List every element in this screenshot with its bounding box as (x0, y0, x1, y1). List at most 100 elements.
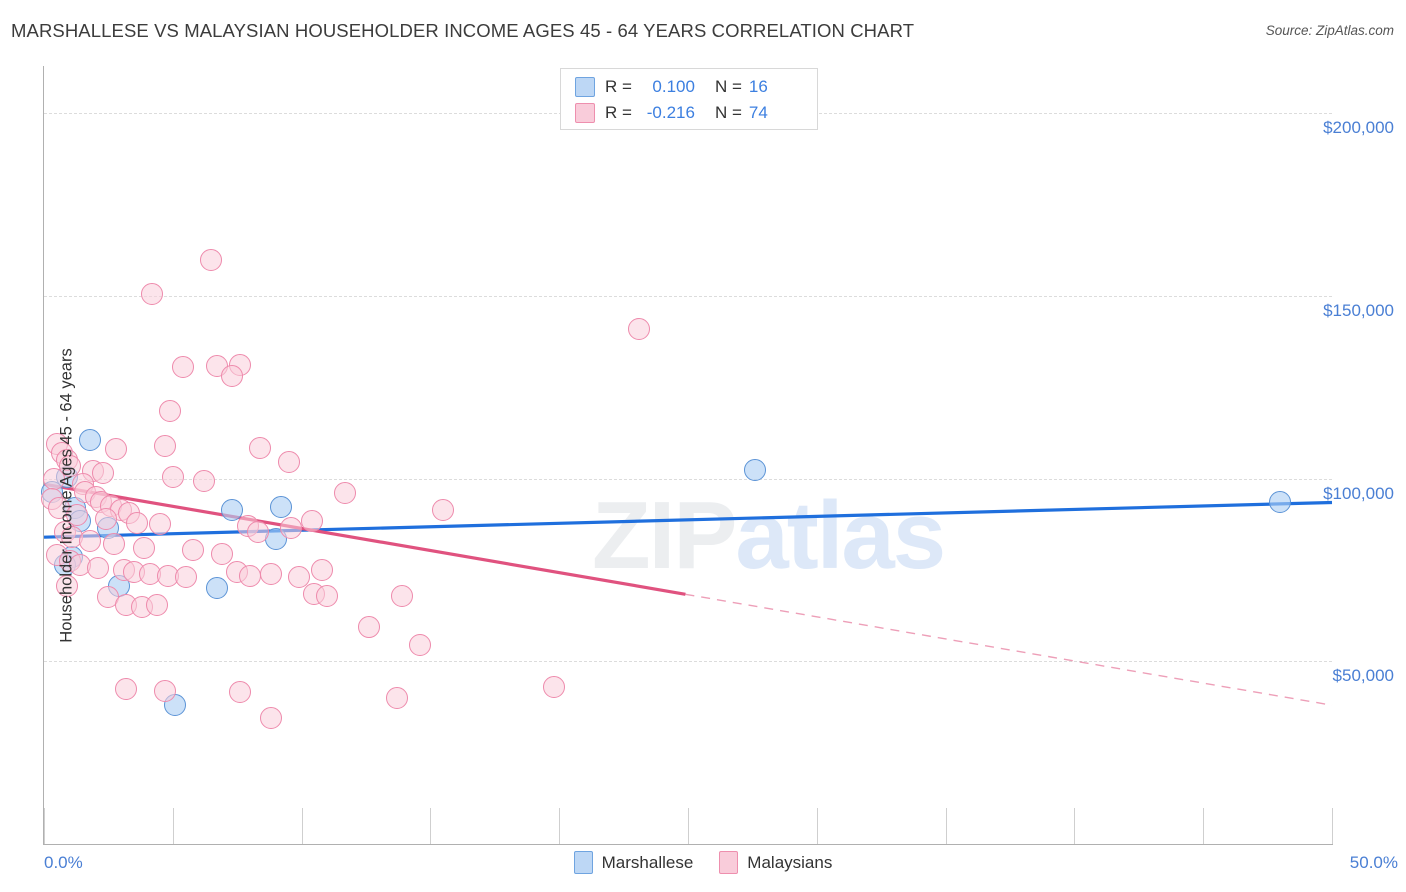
data-point-malaysians[interactable] (182, 538, 205, 561)
legend-label-malaysians: Malaysians (747, 852, 833, 872)
data-point-malaysians[interactable] (409, 633, 432, 656)
stat-r-value: 0.100 (652, 76, 695, 96)
stat-n-label: N = (714, 76, 742, 96)
data-point-malaysians[interactable] (174, 566, 197, 589)
data-point-malaysians[interactable] (249, 436, 272, 459)
data-point-marshallese[interactable] (79, 429, 102, 452)
data-point-malaysians[interactable] (385, 686, 408, 709)
data-point-malaysians[interactable] (192, 469, 215, 492)
data-point-malaysians[interactable] (154, 679, 177, 702)
watermark-zip: ZIP (592, 482, 737, 589)
watermark-atlas: atlas (735, 482, 946, 589)
correlation-stats-box: R = 0.100 N = 16 R = -0.216 N = 74 (560, 68, 818, 130)
legend-item-malaysians[interactable]: Malaysians (719, 851, 832, 874)
page-title: MARSHALLESE VS MALAYSIAN HOUSEHOLDER INC… (11, 20, 915, 41)
data-point-malaysians[interactable] (628, 317, 651, 340)
data-point-malaysians[interactable] (79, 529, 102, 552)
data-point-malaysians[interactable] (432, 498, 455, 521)
data-point-malaysians[interactable] (154, 434, 177, 457)
data-point-malaysians[interactable] (58, 454, 81, 477)
gridline (44, 661, 1332, 663)
data-point-malaysians[interactable] (115, 677, 138, 700)
trend-line-dashed-malaysians (685, 593, 1333, 706)
data-point-malaysians[interactable] (280, 517, 303, 540)
data-point-marshallese[interactable] (1269, 491, 1292, 514)
data-point-marshallese[interactable] (221, 498, 244, 521)
y-axis-tick-label: $150,000 (1323, 301, 1394, 321)
x-axis-tick (1074, 808, 1076, 844)
x-axis-tick (430, 808, 432, 844)
stat-swatch-malaysians (575, 102, 595, 123)
x-axis-tick (1332, 808, 1333, 844)
data-point-malaysians[interactable] (221, 365, 244, 388)
legend-swatch-marshallese (573, 851, 593, 874)
data-point-malaysians[interactable] (357, 615, 380, 638)
data-point-malaysians[interactable] (316, 585, 339, 608)
data-point-malaysians[interactable] (159, 400, 182, 423)
data-point-malaysians[interactable] (239, 564, 262, 587)
data-point-malaysians[interactable] (300, 509, 323, 532)
data-point-marshallese[interactable] (743, 458, 766, 481)
gridline (44, 296, 1332, 298)
data-point-malaysians[interactable] (133, 537, 156, 560)
data-point-malaysians[interactable] (66, 504, 89, 527)
data-point-malaysians[interactable] (56, 575, 79, 598)
data-point-malaysians[interactable] (277, 451, 300, 474)
stat-n-value: 74 (748, 102, 768, 122)
y-axis-tick-label: $200,000 (1323, 118, 1394, 138)
data-point-malaysians[interactable] (102, 533, 125, 556)
data-point-marshallese[interactable] (205, 577, 228, 600)
x-axis-tick (1203, 808, 1205, 844)
data-point-malaysians[interactable] (105, 437, 128, 460)
trend-lines (43, 482, 1333, 706)
data-point-malaysians[interactable] (146, 593, 169, 616)
stat-r-label: R = (605, 102, 632, 122)
data-point-malaysians[interactable] (141, 283, 164, 306)
y-axis-tick-label: $50,000 (1332, 666, 1394, 686)
legend-item-marshallese[interactable]: Marshallese (573, 851, 694, 874)
data-point-malaysians[interactable] (172, 356, 195, 379)
stat-swatch-marshallese (575, 76, 595, 97)
y-axis-line (43, 66, 44, 845)
data-point-malaysians[interactable] (200, 248, 223, 271)
gridline (44, 478, 1332, 480)
data-point-malaysians[interactable] (288, 566, 311, 589)
data-point-marshallese[interactable] (269, 496, 292, 519)
data-point-malaysians[interactable] (94, 507, 117, 530)
x-axis-max-label: 50.0% (1349, 853, 1398, 872)
data-point-malaysians[interactable] (259, 562, 282, 585)
source-label: Source: ZipAtlas.com (1265, 23, 1394, 38)
stat-r-label: R = (605, 76, 632, 96)
x-axis-tick (816, 808, 818, 844)
data-point-malaysians[interactable] (87, 557, 110, 580)
data-point-malaysians[interactable] (125, 511, 148, 534)
x-axis-tick (945, 808, 947, 844)
data-point-malaysians[interactable] (246, 520, 269, 543)
stat-row-marshallese: R = 0.100 N = 16 (575, 74, 768, 99)
data-point-malaysians[interactable] (311, 559, 334, 582)
data-point-malaysians[interactable] (334, 482, 357, 505)
x-axis-tick (44, 808, 45, 844)
series-legend: Marshallese Malaysians (0, 851, 1406, 874)
data-point-malaysians[interactable] (92, 462, 115, 485)
stat-row-malaysians: R = -0.216 N = 74 (575, 100, 768, 125)
zipatlas-watermark: ZIPatlas (592, 481, 946, 591)
x-axis-tick (172, 808, 174, 844)
stat-r-value: -0.216 (646, 102, 695, 122)
data-point-malaysians[interactable] (543, 675, 566, 698)
data-point-malaysians[interactable] (259, 706, 282, 729)
x-axis-line (43, 844, 1333, 845)
data-point-malaysians[interactable] (161, 465, 184, 488)
legend-label-marshallese: Marshallese (601, 852, 694, 872)
stat-n-value: 16 (748, 76, 768, 96)
x-axis-tick (559, 808, 561, 844)
data-point-malaysians[interactable] (391, 584, 414, 607)
x-axis-tick (301, 808, 303, 844)
stat-n-label: N = (714, 102, 742, 122)
scatter-plot-area: ZIPatlas Householder Income Ages 45 - 64… (40, 66, 1333, 844)
data-point-malaysians[interactable] (148, 513, 171, 536)
x-axis-min-label: 0.0% (44, 853, 83, 872)
data-point-malaysians[interactable] (228, 681, 251, 704)
legend-swatch-malaysians (719, 851, 739, 874)
data-point-malaysians[interactable] (210, 542, 233, 565)
